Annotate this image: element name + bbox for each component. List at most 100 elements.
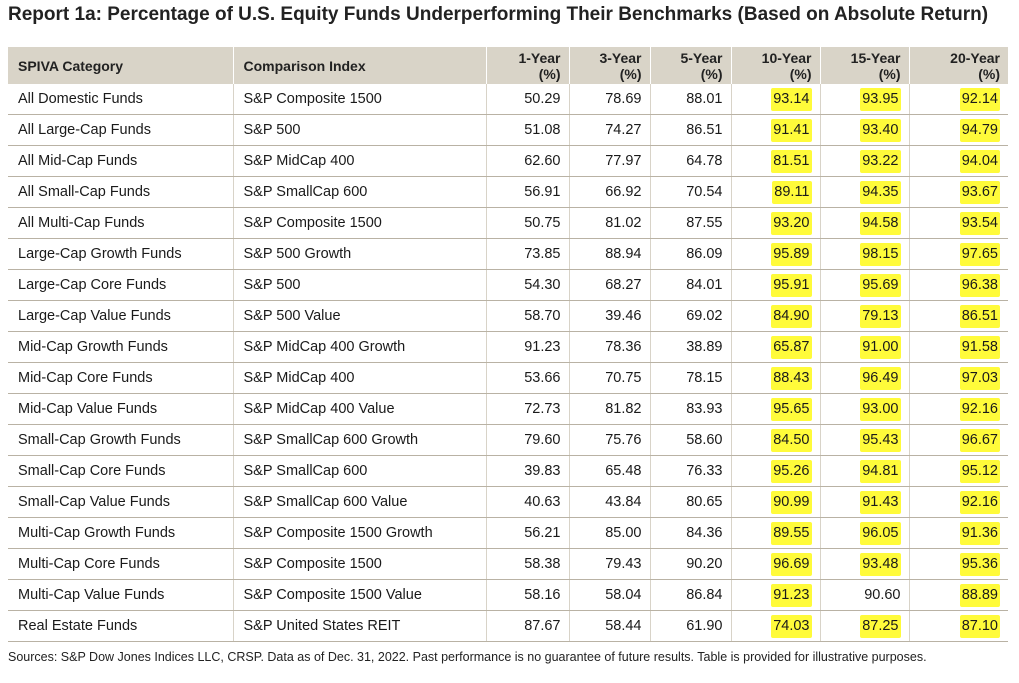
cell-index: S&P SmallCap 600 Growth bbox=[233, 424, 487, 456]
cell-10-year: 91.41 bbox=[731, 114, 821, 146]
cell-10-year: 95.89 bbox=[731, 238, 821, 270]
highlighted-value: 95.36 bbox=[959, 553, 1000, 576]
cell-20-year: 88.89 bbox=[909, 579, 1008, 611]
table-row: All Mid-Cap Funds S&P MidCap 400 62.60 77.9… bbox=[8, 145, 1008, 177]
cell-1-year: 72.73 bbox=[486, 393, 570, 425]
cell-5-year: 90.20 bbox=[650, 548, 732, 580]
cell-category: Real Estate Funds bbox=[8, 610, 234, 642]
table-header-row: SPIVA Category Comparison Index 1-Year (%… bbox=[8, 47, 1008, 84]
cell-5-year: 84.01 bbox=[650, 269, 732, 301]
cell-15-year: 98.15 bbox=[820, 238, 910, 270]
cell-3-year: 78.69 bbox=[569, 84, 651, 115]
header-15-year: 15-Year (%) bbox=[820, 47, 910, 84]
cell-10-year: 65.87 bbox=[731, 331, 821, 363]
highlighted-value: 81.51 bbox=[771, 150, 812, 173]
cell-index: S&P MidCap 400 bbox=[233, 145, 487, 177]
cell-20-year: 95.36 bbox=[909, 548, 1008, 580]
header-20-year: 20-Year (%) bbox=[909, 47, 1008, 84]
highlighted-value: 88.89 bbox=[959, 584, 1000, 607]
cell-index: S&P 500 Growth bbox=[233, 238, 487, 270]
header-10-year: 10-Year (%) bbox=[731, 47, 821, 84]
table-body: All Domestic Funds S&P Composite 1500 50.2… bbox=[8, 84, 1008, 642]
cell-1-year: 62.60 bbox=[486, 145, 570, 177]
cell-10-year: 81.51 bbox=[731, 145, 821, 177]
cell-1-year: 87.67 bbox=[486, 610, 570, 642]
table-row: Mid-Cap Growth Funds S&P MidCap 400 Growt… bbox=[8, 331, 1008, 363]
report-title: Report 1a: Percentage of U.S. Equity Fun… bbox=[8, 4, 989, 25]
header-5-year: 5-Year (%) bbox=[650, 47, 732, 84]
table-row: Large-Cap Value Funds S&P 500 Value 58.70 3… bbox=[8, 300, 1008, 332]
highlighted-value: 91.58 bbox=[959, 336, 1000, 359]
table-row: Mid-Cap Core Funds S&P MidCap 400 53.66 70.… bbox=[8, 362, 1008, 394]
cell-index: S&P 500 bbox=[233, 114, 487, 146]
cell-category: Mid-Cap Core Funds bbox=[8, 362, 234, 394]
cell-20-year: 93.67 bbox=[909, 176, 1008, 208]
cell-15-year: 93.40 bbox=[820, 114, 910, 146]
cell-category: All Small-Cap Funds bbox=[8, 176, 234, 208]
cell-category: Multi-Cap Value Funds bbox=[8, 579, 234, 611]
table-row: Small-Cap Value Funds S&P SmallCap 600 Va… bbox=[8, 486, 1008, 518]
cell-15-year: 79.13 bbox=[820, 300, 910, 332]
highlighted-value: 96.05 bbox=[860, 522, 901, 545]
highlighted-value: 95.69 bbox=[860, 274, 901, 297]
cell-3-year: 75.76 bbox=[569, 424, 651, 456]
cell-3-year: 65.48 bbox=[569, 455, 651, 487]
source-footnote: Sources: S&P Dow Jones Indices LLC, CRSP… bbox=[8, 650, 927, 664]
cell-15-year: 91.43 bbox=[820, 486, 910, 518]
cell-3-year: 43.84 bbox=[569, 486, 651, 518]
cell-15-year: 87.25 bbox=[820, 610, 910, 642]
highlighted-value: 92.16 bbox=[959, 398, 1000, 421]
highlighted-value: 93.54 bbox=[959, 212, 1000, 235]
cell-1-year: 50.75 bbox=[486, 207, 570, 239]
cell-20-year: 97.03 bbox=[909, 362, 1008, 394]
cell-5-year: 88.01 bbox=[650, 84, 732, 115]
cell-20-year: 91.36 bbox=[909, 517, 1008, 549]
highlighted-value: 96.67 bbox=[959, 429, 1000, 452]
highlighted-value: 95.65 bbox=[771, 398, 812, 421]
highlighted-value: 91.23 bbox=[771, 584, 812, 607]
cell-10-year: 93.14 bbox=[731, 84, 821, 115]
cell-category: Mid-Cap Value Funds bbox=[8, 393, 234, 425]
cell-3-year: 78.36 bbox=[569, 331, 651, 363]
cell-5-year: 38.89 bbox=[650, 331, 732, 363]
cell-15-year: 93.48 bbox=[820, 548, 910, 580]
highlighted-value: 94.04 bbox=[959, 150, 1000, 173]
table-row: All Large-Cap Funds S&P 500 51.08 74.27 86.5… bbox=[8, 114, 1008, 146]
cell-5-year: 61.90 bbox=[650, 610, 732, 642]
cell-5-year: 70.54 bbox=[650, 176, 732, 208]
highlighted-value: 97.03 bbox=[959, 367, 1000, 390]
highlighted-value: 94.81 bbox=[860, 460, 901, 483]
cell-3-year: 39.46 bbox=[569, 300, 651, 332]
highlighted-value: 87.10 bbox=[959, 615, 1000, 638]
highlighted-value: 93.95 bbox=[860, 88, 901, 111]
highlighted-value: 95.91 bbox=[771, 274, 812, 297]
table-row: All Multi-Cap Funds S&P Composite 1500 50.… bbox=[8, 207, 1008, 239]
cell-20-year: 86.51 bbox=[909, 300, 1008, 332]
highlighted-value: 96.49 bbox=[860, 367, 901, 390]
highlighted-value: 84.90 bbox=[771, 305, 812, 328]
cell-index: S&P Composite 1500 Growth bbox=[233, 517, 487, 549]
highlighted-value: 95.43 bbox=[860, 429, 901, 452]
header-comparison-index: Comparison Index bbox=[233, 47, 487, 84]
table-row: Real Estate Funds S&P United States REIT 8… bbox=[8, 610, 1008, 642]
cell-3-year: 66.92 bbox=[569, 176, 651, 208]
cell-1-year: 58.16 bbox=[486, 579, 570, 611]
highlighted-value: 93.67 bbox=[959, 181, 1000, 204]
cell-3-year: 58.04 bbox=[569, 579, 651, 611]
highlighted-value: 94.58 bbox=[860, 212, 901, 235]
cell-20-year: 93.54 bbox=[909, 207, 1008, 239]
cell-1-year: 53.66 bbox=[486, 362, 570, 394]
cell-5-year: 69.02 bbox=[650, 300, 732, 332]
highlighted-value: 95.26 bbox=[771, 460, 812, 483]
cell-20-year: 94.79 bbox=[909, 114, 1008, 146]
cell-category: All Multi-Cap Funds bbox=[8, 207, 234, 239]
table-row: Multi-Cap Growth Funds S&P Composite 1500… bbox=[8, 517, 1008, 549]
cell-1-year: 56.21 bbox=[486, 517, 570, 549]
highlighted-value: 98.15 bbox=[860, 243, 901, 266]
highlighted-value: 93.14 bbox=[771, 88, 812, 111]
cell-5-year: 86.09 bbox=[650, 238, 732, 270]
cell-index: S&P SmallCap 600 bbox=[233, 176, 487, 208]
header-spiva-category: SPIVA Category bbox=[8, 47, 234, 84]
highlighted-value: 92.16 bbox=[959, 491, 1000, 514]
cell-1-year: 40.63 bbox=[486, 486, 570, 518]
